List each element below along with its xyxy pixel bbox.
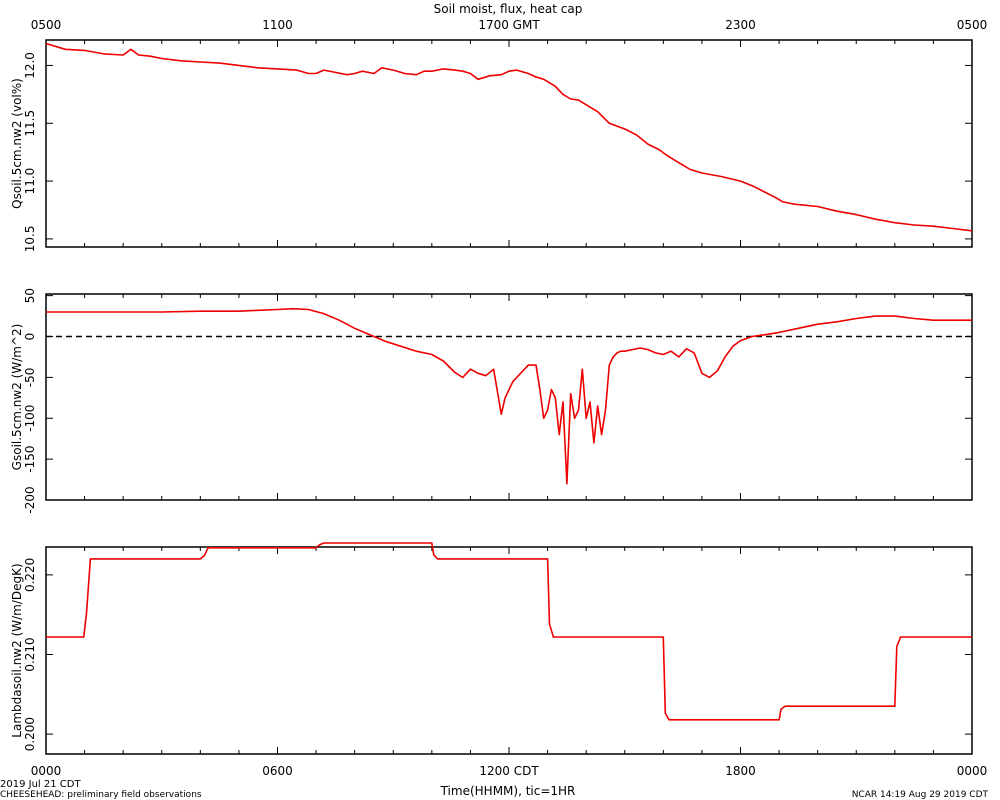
top-x-tick-label: 1700 GMT xyxy=(478,18,540,32)
top-x-tick-label: 0500 xyxy=(957,18,988,32)
top-x-tick-label: 2300 xyxy=(725,18,756,32)
series-line-1 xyxy=(45,42,973,232)
y-tick-label: 11.0 xyxy=(23,168,37,195)
chart-title: Soil moist, flux, heat cap xyxy=(434,2,583,16)
top-x-tick-label: 1100 xyxy=(262,18,293,32)
y-tick-label: -50 xyxy=(23,368,37,388)
bottom-x-tick-label: 0600 xyxy=(262,764,293,778)
bottom-x-tick-label: 1200 CDT xyxy=(479,764,539,778)
y-tick-label: 0.200 xyxy=(23,717,37,751)
y-tick-label: -200 xyxy=(23,486,37,513)
bottom-x-tick-label: 0000 xyxy=(957,764,988,778)
y-tick-label: -100 xyxy=(23,405,37,432)
y-tick-label: 12.0 xyxy=(23,52,37,79)
y-tick-label: -150 xyxy=(23,446,37,473)
y-tick-label: 0.220 xyxy=(23,558,37,592)
y-tick-label: 0.210 xyxy=(23,637,37,671)
y-tick-label: 50 xyxy=(23,288,37,303)
series-line-2 xyxy=(46,307,972,485)
footer-project: CHEESEHEAD: preliminary field observatio… xyxy=(0,790,202,800)
panel-3-frame xyxy=(45,546,973,755)
footer-date: 2019 Jul 21 CDT xyxy=(0,779,81,790)
y-axis-label: Lambdasoil.nw2 (W/m/DegK) xyxy=(10,563,24,737)
top-x-tick-label: 0500 xyxy=(31,18,62,32)
y-tick-label: 10.5 xyxy=(23,226,37,253)
series-line-3 xyxy=(46,542,972,721)
y-tick-label: 0 xyxy=(23,333,37,341)
y-axis-label: Qsoil.5cm.nw2 (vol%) xyxy=(10,78,24,209)
bottom-x-tick-label: 0000 xyxy=(31,764,62,778)
panel-2-frame xyxy=(45,293,973,501)
y-tick-label: 11.5 xyxy=(23,110,37,137)
x-axis-label: Time(HHMM), tic=1HR xyxy=(440,784,576,798)
y-axis-label: Gsoil.5cm.nw2 (W/m^2) xyxy=(10,324,24,471)
footer-stamp: NCAR 14:19 Aug 29 2019 CDT xyxy=(851,790,988,800)
bottom-x-tick-label: 1800 xyxy=(725,764,756,778)
